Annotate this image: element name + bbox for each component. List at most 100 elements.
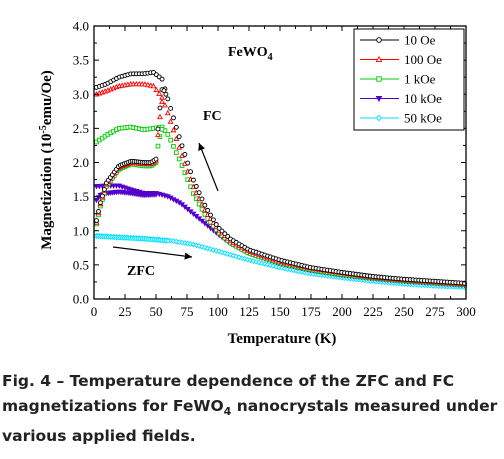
data-point-fc	[213, 222, 219, 227]
y-tick-label: 3.0	[73, 87, 89, 102]
y-tick-label: 2.0	[73, 155, 89, 170]
legend-entry: 10 kOe	[360, 91, 442, 106]
data-point-fc	[188, 169, 194, 175]
legend-entry: 10 Oe	[360, 33, 436, 48]
data-point-zfc	[159, 126, 165, 132]
data-point-zfc	[94, 218, 99, 223]
y-tick-label: 1.5	[73, 189, 89, 204]
legend-label: 1 kOe	[404, 72, 436, 87]
data-point-fc	[205, 207, 211, 213]
figure-caption: Fig. 4 – Temperature dependence of the Z…	[2, 369, 502, 449]
legend-marker	[375, 55, 383, 63]
data-point-zfc	[158, 98, 165, 104]
data-point-zfc	[93, 197, 100, 204]
data-point-zfc	[165, 238, 171, 244]
data-point-zfc	[157, 105, 163, 111]
legend-label: 100 Oe	[404, 52, 442, 67]
data-point-fc	[196, 190, 202, 196]
caption-line-2: magnetizations for FeWO4 nanocrystals me…	[2, 397, 498, 419]
x-tick-label: 25	[119, 304, 132, 319]
fc-arrow	[198, 142, 219, 192]
data-point-zfc	[101, 187, 107, 192]
data-point-zfc	[98, 200, 103, 206]
data-point-zfc	[161, 88, 167, 94]
data-point-zfc	[96, 208, 101, 214]
series-10-oe	[94, 69, 467, 286]
y-tick-label: 3.5	[73, 53, 89, 68]
caption-line-3: various applied fields.	[2, 427, 196, 446]
x-tick-label: 250	[394, 304, 414, 319]
y-tick-label: 2.5	[73, 121, 89, 136]
data-point-fc	[199, 243, 205, 250]
data-point-zfc	[157, 113, 163, 120]
x-tick-label: 300	[456, 304, 476, 319]
chart-title: FeWO4	[228, 45, 273, 63]
data-point-zfc	[100, 193, 105, 199]
y-axis-title: Magnetization (10-5emu/Oe)	[38, 70, 55, 250]
caption-line-1: Fig. 4 – Temperature dependence of the Z…	[2, 372, 455, 390]
x-tick-label: 0	[91, 304, 98, 319]
data-point-fc	[176, 156, 182, 162]
legend-label: 10 kOe	[404, 91, 442, 106]
legend-label: 50 kOe	[404, 111, 442, 126]
x-tick-label: 75	[181, 304, 194, 319]
data-point-fc	[153, 86, 160, 93]
data-point-fc	[165, 96, 171, 102]
data-point-fc	[168, 137, 173, 143]
legend-marker	[376, 76, 382, 82]
series-50-koe	[93, 232, 468, 291]
data-point-fc	[176, 134, 182, 140]
data-point-fc	[173, 124, 179, 130]
data-point-fc	[191, 177, 196, 183]
data-point-zfc	[153, 192, 159, 198]
data-point-fc	[164, 109, 171, 116]
data-point-fc	[171, 144, 176, 149]
data-point-fc	[159, 76, 165, 82]
y-tick-label: 0.0	[73, 292, 89, 307]
plot-area	[93, 69, 468, 291]
x-tick-label: 50	[150, 304, 163, 319]
data-point-fc	[156, 90, 163, 96]
data-point-fc	[222, 231, 228, 237]
x-axis-title: Temperature (K)	[228, 331, 337, 347]
annotation-arrows	[112, 142, 219, 260]
magnetization-chart: 0 25 50 75 100 125 150 175 200 225 250 275 300 0.0 0.5…	[38, 19, 476, 348]
x-tick-label: 175	[301, 304, 321, 319]
legend-marker	[376, 37, 382, 43]
data-point-fc	[168, 106, 174, 111]
zfc-arrow	[112, 246, 193, 260]
data-point-fc	[167, 118, 174, 124]
data-point-fc	[216, 225, 222, 231]
x-tick-label: 200	[332, 304, 352, 319]
legend-entry: 50 kOe	[360, 111, 442, 126]
data-point-fc	[199, 196, 205, 202]
data-point-fc	[208, 212, 213, 218]
data-point-zfc	[155, 143, 161, 149]
data-point-fc	[174, 150, 179, 155]
data-point-fc	[193, 183, 199, 189]
legend: 10 Oe 100 Oe 1 kOe 10 kOe 50 kOe	[353, 28, 465, 131]
data-point-zfc	[163, 91, 169, 97]
data-point-fc	[150, 82, 157, 89]
data-point-fc	[219, 228, 225, 234]
y-tick-label: 1.0	[73, 223, 89, 238]
data-point-fc	[216, 248, 222, 255]
data-point-fc	[165, 132, 171, 137]
zfc-label: ZFC	[127, 264, 155, 279]
data-point-zfc	[153, 156, 159, 162]
legend-label: 10 Oe	[404, 33, 436, 48]
ticks: 0 25 50 75 100 125 150 175 200 225 250 275 300 0.0 0.5…	[73, 19, 476, 320]
data-point-zfc	[155, 126, 161, 132]
legend-marker	[375, 114, 383, 122]
legend-entry: 1 kOe	[360, 72, 436, 87]
data-point-fc	[210, 217, 216, 223]
data-point-fc	[161, 102, 168, 108]
x-tick-label: 125	[239, 304, 259, 319]
x-tick-label: 150	[270, 304, 290, 319]
x-tick-label: 100	[208, 304, 228, 319]
fc-label: FC	[203, 109, 222, 124]
data-point-fc	[185, 160, 191, 166]
data-point-fc	[179, 143, 185, 149]
data-point-fc	[173, 135, 180, 141]
data-point-fc	[233, 253, 240, 260]
